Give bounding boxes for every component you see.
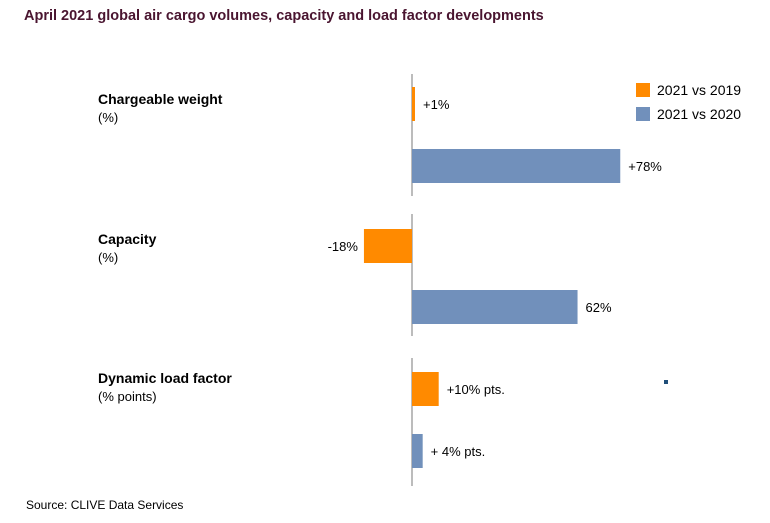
legend: 2021 vs 2019 2021 vs 2020 bbox=[636, 78, 741, 126]
stray-marker bbox=[664, 380, 668, 384]
category-label: Capacity bbox=[98, 231, 157, 247]
legend-item-2019: 2021 vs 2019 bbox=[636, 78, 741, 102]
legend-label-2020: 2021 vs 2020 bbox=[657, 106, 742, 122]
bar-2020-2 bbox=[412, 434, 423, 468]
legend-item-2020: 2021 vs 2020 bbox=[636, 102, 741, 126]
category-unit: (%) bbox=[98, 250, 118, 265]
data-label: -18% bbox=[328, 239, 359, 254]
category-label: Chargeable weight bbox=[98, 91, 223, 107]
data-label: +1% bbox=[423, 97, 450, 112]
category-unit: (% points) bbox=[98, 389, 157, 404]
data-label: + 4% pts. bbox=[431, 444, 486, 459]
legend-swatch-2020 bbox=[636, 107, 650, 121]
chart-title: April 2021 global air cargo volumes, cap… bbox=[24, 8, 544, 24]
bar-2019-1 bbox=[363, 229, 412, 263]
category-label: Dynamic load factor bbox=[98, 370, 232, 386]
data-label: 62% bbox=[586, 300, 612, 315]
legend-label-2019: 2021 vs 2019 bbox=[657, 82, 742, 98]
data-label: +10% pts. bbox=[447, 382, 505, 397]
data-label: +78% bbox=[628, 159, 662, 174]
bar-2020-0 bbox=[412, 149, 621, 183]
legend-swatch-2019 bbox=[636, 83, 650, 97]
bar-2019-0 bbox=[412, 87, 415, 121]
bar-2020-1 bbox=[412, 290, 578, 324]
source-note: Source: CLIVE Data Services bbox=[26, 498, 184, 512]
bar-2019-2 bbox=[412, 372, 439, 406]
category-unit: (%) bbox=[98, 110, 118, 125]
